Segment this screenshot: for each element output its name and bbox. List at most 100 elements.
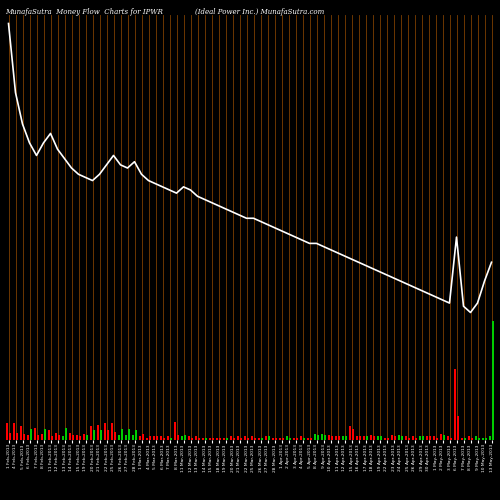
Bar — [226, 438, 228, 440]
Bar — [237, 436, 240, 440]
Bar — [48, 430, 50, 440]
Bar — [83, 434, 86, 440]
Bar — [300, 436, 302, 440]
Bar — [8, 433, 11, 440]
Bar — [484, 438, 487, 440]
Bar — [167, 436, 170, 440]
Bar — [492, 321, 494, 440]
Bar — [174, 422, 176, 440]
Text: MunafaSutra  Money Flow  Charts for IPWR: MunafaSutra Money Flow Charts for IPWR — [5, 8, 163, 16]
Bar — [69, 433, 71, 440]
Bar — [27, 435, 30, 440]
Bar — [156, 436, 158, 440]
Bar — [181, 436, 184, 440]
Bar — [188, 436, 190, 440]
Bar — [134, 430, 137, 440]
Bar — [321, 434, 324, 440]
Bar — [330, 436, 333, 440]
Bar — [293, 438, 296, 440]
Bar — [489, 436, 492, 440]
Bar — [279, 438, 281, 440]
Bar — [377, 436, 380, 440]
Bar — [209, 438, 212, 440]
Bar — [468, 436, 470, 440]
Bar — [232, 438, 235, 440]
Bar — [405, 436, 407, 440]
Bar — [394, 436, 396, 440]
Bar — [204, 438, 207, 440]
Bar — [436, 438, 438, 440]
Bar — [456, 416, 459, 440]
Bar — [34, 428, 36, 440]
Bar — [254, 438, 256, 440]
Bar — [366, 436, 368, 440]
Bar — [64, 428, 67, 440]
Bar — [370, 435, 372, 440]
Bar — [104, 424, 106, 440]
Bar — [246, 438, 249, 440]
Bar — [142, 434, 144, 440]
Bar — [338, 436, 340, 440]
Bar — [464, 438, 466, 440]
Bar — [146, 438, 148, 440]
Bar — [408, 438, 410, 440]
Bar — [6, 424, 8, 440]
Bar — [282, 438, 284, 440]
Bar — [286, 436, 288, 440]
Bar — [128, 430, 130, 440]
Bar — [230, 436, 232, 440]
Bar — [342, 436, 344, 440]
Bar — [44, 430, 46, 440]
Bar — [13, 424, 16, 440]
Bar — [162, 438, 165, 440]
Bar — [478, 438, 480, 440]
Bar — [461, 438, 464, 440]
Bar — [335, 436, 338, 440]
Bar — [358, 436, 361, 440]
Bar — [302, 438, 305, 440]
Bar — [380, 436, 382, 440]
Bar — [356, 436, 358, 440]
Bar — [240, 438, 242, 440]
Bar — [132, 435, 134, 440]
Bar — [391, 435, 394, 440]
Bar — [428, 436, 431, 440]
Bar — [190, 438, 193, 440]
Bar — [55, 433, 58, 440]
Bar — [419, 436, 422, 440]
Bar — [349, 426, 352, 440]
Bar — [170, 438, 172, 440]
Bar — [482, 438, 484, 440]
Bar — [223, 438, 226, 440]
Bar — [352, 430, 354, 440]
Bar — [426, 436, 428, 440]
Bar — [288, 438, 291, 440]
Bar — [316, 435, 319, 440]
Bar — [265, 436, 268, 440]
Bar — [442, 435, 445, 440]
Text: (Ideal Power Inc.) MunafaSutra.com: (Ideal Power Inc.) MunafaSutra.com — [196, 8, 324, 16]
Bar — [414, 438, 417, 440]
Bar — [440, 434, 442, 440]
Bar — [184, 435, 186, 440]
Bar — [398, 435, 400, 440]
Bar — [90, 426, 92, 440]
Bar — [475, 436, 478, 440]
Bar — [447, 436, 450, 440]
Bar — [92, 430, 95, 440]
Bar — [100, 430, 102, 440]
Bar — [363, 436, 366, 440]
Bar — [274, 438, 277, 440]
Bar — [422, 436, 424, 440]
Bar — [148, 436, 151, 440]
Bar — [76, 435, 78, 440]
Bar — [111, 424, 114, 440]
Bar — [195, 436, 198, 440]
Bar — [412, 436, 414, 440]
Bar — [78, 436, 81, 440]
Bar — [307, 438, 310, 440]
Bar — [296, 438, 298, 440]
Bar — [324, 435, 326, 440]
Bar — [106, 430, 109, 440]
Bar — [20, 426, 22, 440]
